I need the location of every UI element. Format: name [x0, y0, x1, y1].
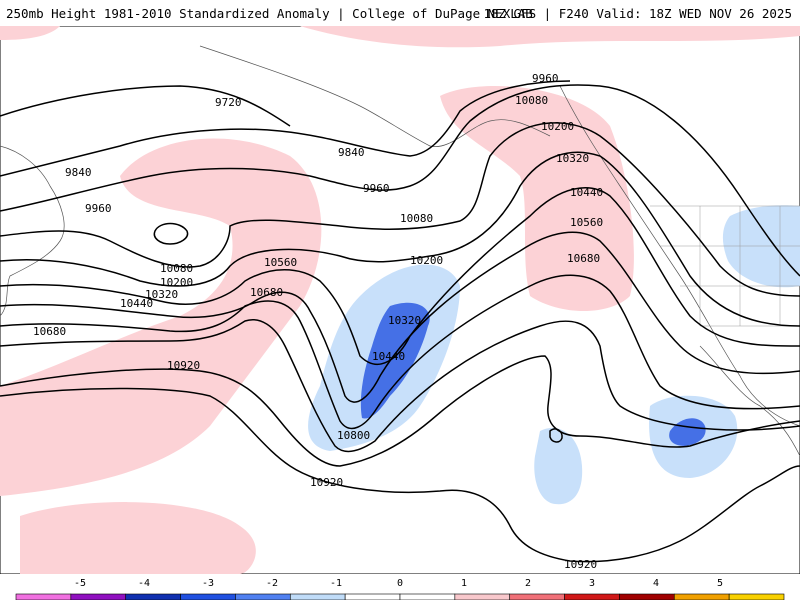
- colorbar-swatch: [728, 593, 785, 600]
- map-title: 250mb Height 1981-2010 Standardized Anom…: [6, 6, 533, 21]
- contour-hawaii-small: [549, 428, 563, 443]
- colorbar-swatch: [454, 593, 511, 600]
- colorbar-tick-label: -1: [330, 578, 342, 589]
- contour-label: 10320: [556, 152, 589, 165]
- colorbar-swatch: [235, 593, 291, 600]
- contour-label: 10200: [160, 276, 193, 289]
- contour-label: 10680: [567, 252, 600, 265]
- anomaly-map: 9720 9840 9840 9960 9960 9960 10080 1008…: [0, 26, 800, 574]
- contour-label: 10680: [250, 286, 283, 299]
- contour-10440: [0, 231, 800, 403]
- colorbar-swatch: [180, 593, 236, 600]
- contour-label: 10440: [120, 297, 153, 310]
- colorbar-tick-label: 4: [653, 578, 659, 589]
- contour-label: 10920: [167, 359, 200, 372]
- contour-label: 10080: [515, 94, 548, 107]
- header: 250mb Height 1981-2010 Standardized Anom…: [0, 0, 800, 26]
- colorbar-swatch: [289, 593, 346, 600]
- colorbar-ticks: -5 -4 -3 -2 -1 0 1 2 3 4 5: [74, 578, 723, 589]
- contour-label: 9840: [65, 166, 92, 179]
- colorbar: -5 -4 -3 -2 -1 0 1 2 3 4 5: [0, 574, 800, 600]
- contour-label: 10200: [541, 120, 574, 133]
- colorbar-tick-label: -2: [266, 578, 278, 589]
- colorbar-tick-label: 3: [589, 578, 595, 589]
- contour-label: 9960: [532, 72, 559, 85]
- contour-9720: [0, 85, 291, 127]
- colorbar-tick-label: -4: [138, 578, 150, 589]
- contour-label: 10680: [33, 325, 66, 338]
- anomaly-area-western-jet: [0, 138, 322, 496]
- contour-label: 10200: [410, 254, 443, 267]
- contour-10680: [0, 319, 800, 453]
- colorbar-tick-label: -3: [202, 578, 214, 589]
- colorbar-swatch: [673, 593, 730, 600]
- contour-10800: [0, 355, 800, 467]
- state-borders: [650, 205, 800, 327]
- coastline-alaska: [199, 45, 551, 147]
- contour-label: 9840: [338, 146, 365, 159]
- colorbar-tick-label: -5: [74, 578, 86, 589]
- colorbar-swatch: [344, 593, 401, 600]
- contour-label: 10560: [570, 216, 603, 229]
- contour-label: 10320: [388, 314, 421, 327]
- anomaly-area-hawaii-south: [534, 427, 583, 505]
- colorbar-tick-label: 2: [525, 578, 531, 589]
- colorbar-swatch: [15, 593, 72, 600]
- colorbar-swatch: [70, 593, 127, 600]
- contour-label: 10440: [372, 350, 405, 363]
- colorbar-swatch: [509, 593, 565, 600]
- anomaly-area-north-pacific-ridge: [440, 86, 634, 311]
- contour-10920: [0, 387, 800, 563]
- colorbar-swatches: [15, 593, 785, 600]
- coastline-mexico: [699, 345, 800, 457]
- contour-label: 9720: [215, 96, 242, 109]
- contour-closed-low: [153, 222, 189, 245]
- colorbar-swatch: [619, 593, 675, 600]
- anomaly-area-top-left: [0, 26, 60, 40]
- contour-label: 9960: [85, 202, 112, 215]
- contour-10080: [0, 122, 800, 297]
- anomaly-area-southwest: [20, 502, 256, 574]
- colorbar-tick-label: 5: [717, 578, 723, 589]
- contour-labels: 9720 9840 9840 9960 9960 9960 10080 1008…: [33, 72, 603, 571]
- contour-10560: [0, 274, 800, 430]
- contour-label: 10080: [160, 262, 193, 275]
- contour-label: 10920: [310, 476, 343, 489]
- contour-9960: [0, 84, 800, 277]
- colorbar-tick-label: 1: [461, 578, 467, 589]
- model-run-info: 18Z GFS | F240 Valid: 18Z WED NOV 26 202…: [483, 6, 792, 21]
- colorbar-tick-label: 0: [397, 578, 403, 589]
- contour-label: 10560: [264, 256, 297, 269]
- contour-10200: [0, 151, 800, 327]
- contour-label: 10320: [145, 288, 178, 301]
- anomaly-area-top-strip: [300, 26, 800, 48]
- colorbar-swatch: [125, 593, 181, 600]
- positive-anomaly-areas: [0, 26, 800, 574]
- colorbar-swatch: [399, 593, 456, 600]
- contour-9840: [0, 80, 571, 177]
- contour-label: 9960: [363, 182, 390, 195]
- contour-label: 10440: [570, 186, 603, 199]
- height-contours: [0, 80, 800, 563]
- colorbar-swatch: [564, 593, 620, 600]
- contour-label: 10080: [400, 212, 433, 225]
- contour-10320: [0, 187, 800, 365]
- contour-label: 10920: [564, 558, 597, 571]
- contour-label: 10800: [337, 429, 370, 442]
